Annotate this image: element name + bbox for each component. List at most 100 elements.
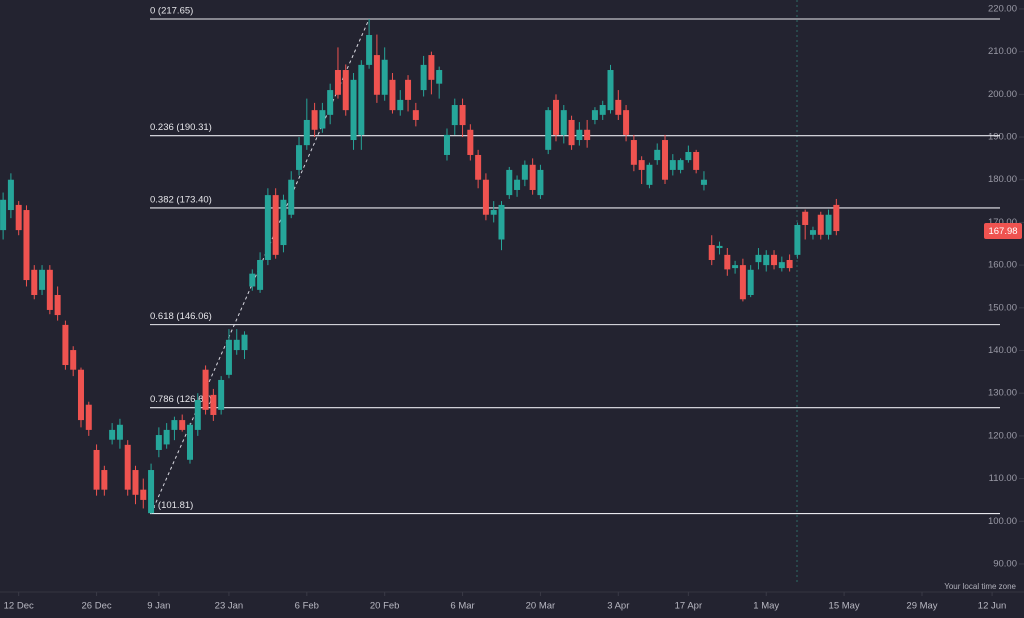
x-tick-label: 17 Apr bbox=[675, 601, 702, 612]
candle-body bbox=[62, 324, 69, 366]
candle-body bbox=[584, 129, 591, 141]
candle-body bbox=[109, 429, 116, 440]
candle-body bbox=[420, 64, 427, 91]
candle-body bbox=[296, 145, 303, 170]
x-tick-label: 15 May bbox=[829, 601, 860, 612]
candle-body bbox=[552, 99, 559, 135]
candle-body bbox=[607, 70, 614, 111]
x-tick-label: 20 Feb bbox=[370, 601, 400, 612]
candle-body bbox=[763, 254, 770, 266]
candle-body bbox=[459, 105, 466, 126]
candle-body bbox=[560, 110, 567, 135]
candle-body bbox=[23, 210, 30, 281]
candle-body bbox=[288, 179, 295, 215]
candle-body bbox=[700, 179, 707, 185]
x-tick-label: 6 Mar bbox=[450, 601, 474, 612]
candle-body bbox=[389, 79, 396, 111]
x-tick-label: 29 May bbox=[906, 601, 937, 612]
last-price-label: 167.98 bbox=[988, 226, 1017, 237]
candle-body bbox=[693, 151, 700, 170]
candle-body bbox=[187, 424, 194, 460]
candle-body bbox=[451, 105, 458, 126]
y-tick-label: 150.00 bbox=[988, 302, 1017, 313]
candle-body bbox=[179, 420, 186, 430]
candle-body bbox=[716, 245, 723, 249]
candle-body bbox=[124, 444, 131, 490]
last-price-box bbox=[984, 223, 1022, 240]
y-tick-label: 140.00 bbox=[988, 345, 1017, 356]
timezone-label[interactable]: Your local time zone bbox=[944, 582, 1016, 591]
candle-body bbox=[428, 55, 435, 80]
candle-body bbox=[615, 99, 622, 115]
candle-body bbox=[77, 369, 84, 421]
candle-body bbox=[786, 259, 793, 269]
y-tick-label: 90.00 bbox=[993, 558, 1017, 569]
candle-body bbox=[662, 140, 669, 180]
candle-body bbox=[334, 70, 341, 95]
fib-level-label: 0.786 (126.60) bbox=[150, 394, 212, 405]
y-tick-label: 190.00 bbox=[988, 132, 1017, 143]
candle-body bbox=[0, 199, 7, 231]
candle-body bbox=[638, 160, 645, 170]
candle-body bbox=[93, 449, 100, 490]
candle-body bbox=[163, 429, 170, 445]
candle-body bbox=[506, 169, 513, 196]
candle-body bbox=[498, 204, 505, 240]
x-tick-label: 3 Apr bbox=[607, 601, 629, 612]
candle-body bbox=[677, 160, 684, 170]
candle-body bbox=[825, 214, 832, 235]
candle-body bbox=[724, 254, 731, 270]
candle-body bbox=[537, 169, 544, 196]
candle-body bbox=[54, 295, 61, 316]
candle-body bbox=[809, 230, 816, 235]
candle-body bbox=[366, 35, 373, 65]
x-tick-label: 1 May bbox=[753, 601, 779, 612]
candle-body bbox=[249, 273, 256, 287]
candle-body bbox=[171, 420, 178, 430]
y-tick-label: 220.00 bbox=[988, 3, 1017, 14]
fib-level-label: 0.618 (146.06) bbox=[150, 311, 212, 322]
candle-body bbox=[132, 470, 139, 495]
candle-body bbox=[225, 339, 232, 375]
candle-body bbox=[31, 269, 38, 295]
fib-level-label: 0 (217.65) bbox=[150, 6, 193, 17]
candle-body bbox=[358, 64, 365, 135]
candle-body bbox=[802, 211, 809, 225]
candle-body bbox=[350, 79, 357, 141]
candle-body bbox=[732, 265, 739, 269]
candle-body bbox=[576, 129, 583, 141]
candle-body bbox=[771, 254, 778, 266]
candle-body bbox=[342, 70, 349, 111]
candle-body bbox=[591, 110, 598, 120]
candle-body bbox=[155, 435, 162, 450]
fib-level-label: 1 (101.81) bbox=[150, 500, 193, 511]
x-tick-label: 9 Jan bbox=[147, 601, 170, 612]
candle-body bbox=[70, 350, 77, 370]
x-tick-label: 23 Jan bbox=[215, 601, 244, 612]
candle-body bbox=[833, 204, 840, 232]
candle-body bbox=[685, 151, 692, 161]
candle-body bbox=[482, 179, 489, 215]
y-tick-label: 170.00 bbox=[988, 217, 1017, 228]
candle-body bbox=[264, 195, 271, 260]
candle-body bbox=[475, 154, 482, 180]
candle-body bbox=[46, 269, 53, 310]
candle-body bbox=[669, 160, 676, 170]
candle-body bbox=[521, 164, 528, 180]
candle-body bbox=[140, 489, 147, 500]
candle-body bbox=[85, 404, 92, 430]
candle-body bbox=[319, 110, 326, 129]
x-tick-label: 26 Dec bbox=[82, 601, 112, 612]
candle-body bbox=[436, 70, 443, 84]
candle-body bbox=[545, 110, 552, 150]
candle-body bbox=[311, 110, 318, 130]
y-tick-label: 200.00 bbox=[988, 89, 1017, 100]
y-tick-label: 110.00 bbox=[989, 473, 1017, 484]
candle-body bbox=[327, 90, 334, 115]
candle-body bbox=[233, 339, 240, 351]
candle-body bbox=[15, 204, 22, 231]
x-tick-label: 12 Jun bbox=[978, 601, 1007, 612]
candle-body bbox=[257, 259, 264, 290]
